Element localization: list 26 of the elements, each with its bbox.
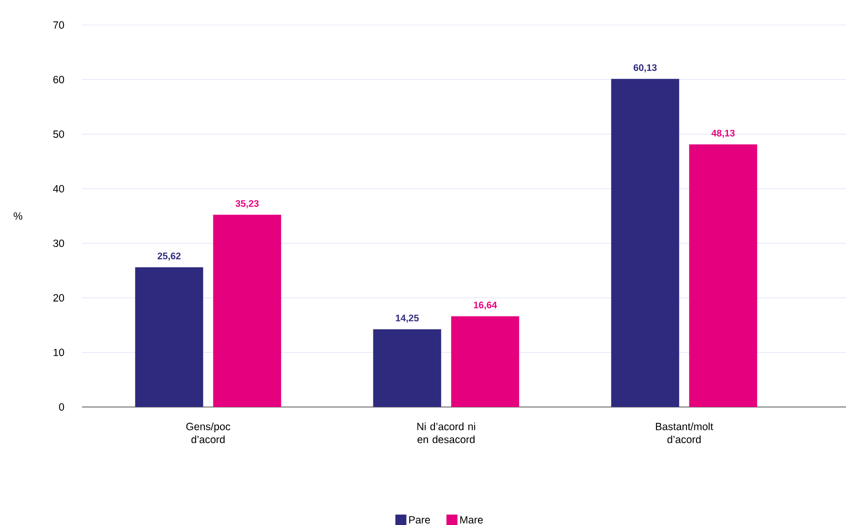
- bar: [689, 144, 758, 407]
- x-tick-label: Bastant/molt d’acord: [656, 422, 714, 444]
- bar: [373, 329, 442, 407]
- x-tick-label: Ni d’acord ni en desacord: [417, 422, 476, 444]
- y-tick-label: 20: [53, 294, 64, 302]
- y-tick-label: 70: [53, 21, 64, 29]
- data-label: 35,23: [236, 200, 259, 208]
- y-tick-label: 0: [59, 403, 64, 411]
- data-label: 14,25: [396, 314, 419, 323]
- y-tick-label: 60: [53, 76, 64, 84]
- y-tick-label: 10: [54, 348, 64, 356]
- legend-label: Mare: [460, 516, 483, 524]
- bar: [213, 214, 282, 407]
- legend-label: Pare: [409, 516, 430, 524]
- data-label: 60,13: [634, 64, 657, 72]
- x-tick-label: Gens/poc d’acord: [186, 422, 230, 444]
- y-axis-title: %: [14, 212, 22, 220]
- bar: [135, 267, 204, 407]
- bar: [611, 78, 680, 407]
- y-tick-label: 30: [53, 240, 64, 247]
- data-label: 25,62: [158, 252, 181, 261]
- data-label: 48,13: [711, 130, 735, 138]
- bar: [451, 316, 520, 407]
- y-tick-label: 40: [53, 185, 64, 192]
- y-tick-label: 50: [53, 130, 64, 138]
- data-label: 16,64: [474, 302, 497, 310]
